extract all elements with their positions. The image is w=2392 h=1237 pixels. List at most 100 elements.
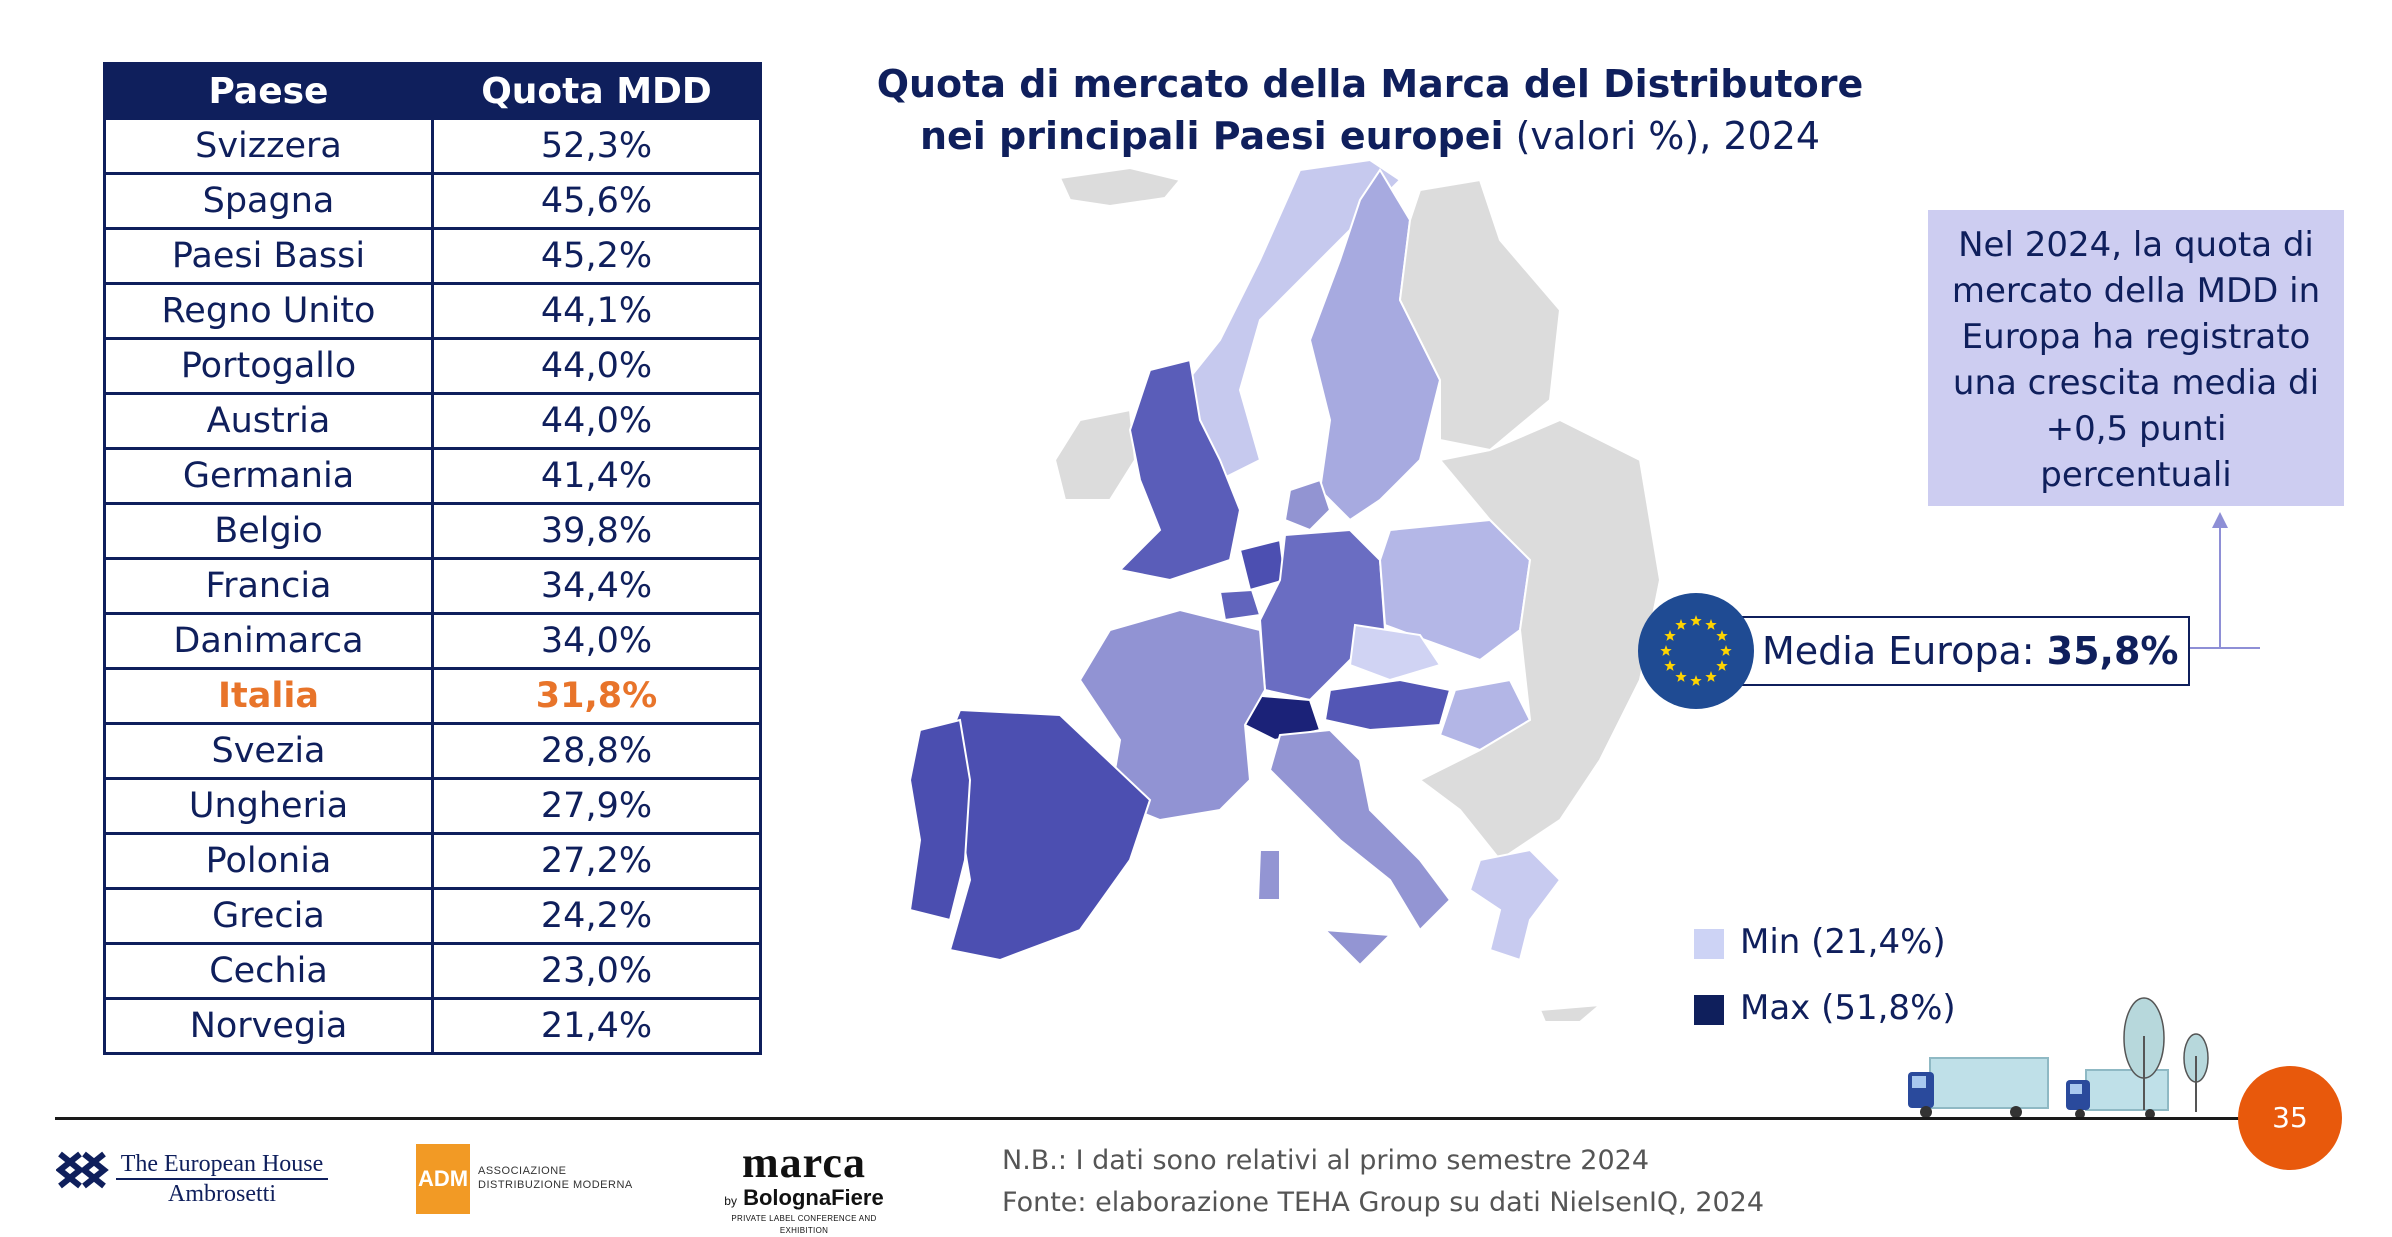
table-header-row: Paese Quota MDD [103,62,762,120]
share-cell: 41,4% [431,447,762,505]
share-cell: 27,2% [431,832,762,890]
share-cell: 52,3% [431,117,762,175]
marca-tagline: PRIVATE LABEL CONFERENCE AND EXHIBITION [731,1214,877,1235]
table-row: Francia 34,4% [103,557,762,615]
legend-max-label: Max (51,8%) [1740,988,1956,1028]
legend-max-swatch [1694,994,1724,1025]
map-belgium [1218,588,1262,622]
country-cell: Polonia [103,832,434,890]
table-row: Grecia 24,2% [103,887,762,945]
country-cell: Cechia [103,942,434,1000]
page-number: 35 [2238,1066,2342,1170]
map-crete [1538,1003,1604,1023]
map-italy [1268,728,1452,932]
share-cell: 24,2% [431,887,762,945]
eu-star-icon [1716,660,1728,671]
eu-star-icon [1664,660,1676,671]
share-cell: 39,8% [431,502,762,560]
map-germany [1258,528,1387,702]
map-greece [1468,848,1562,962]
footnote-note: N.B.: I dati sono relativi al primo seme… [1002,1145,1650,1176]
share-cell: 34,0% [431,612,762,670]
table-body: Svizzera 52,3% Spagna 45,6% Paesi Bassi 45,2%… [103,117,762,1055]
legend-min-label: Min (21,4%) [1740,922,1946,962]
country-cell: Regno Unito [103,282,434,340]
share-cell: 28,8% [431,722,762,780]
share-cell: 44,1% [431,282,762,340]
country-cell: Portogallo [103,337,434,395]
legend-min-swatch [1694,928,1724,959]
europe-map [908,160,1662,1023]
eu-star-icon [1690,615,1702,626]
eu-flag-icon [1638,593,1754,709]
country-cell: Germania [103,447,434,505]
share-cell: 23,0% [431,942,762,1000]
europe-average-value: 35,8% [2046,629,2179,673]
eu-star-icon [1705,670,1717,682]
title-line-2-bold: nei principali Paesi europei [919,114,1504,158]
table-row: Austria 44,0% [103,392,762,450]
country-cell: Norvegia [103,997,434,1055]
footnote: N.B.: I dati sono relativi al primo seme… [1002,1140,1764,1224]
map-czechia [1348,623,1442,682]
share-cell: 44,0% [431,337,762,395]
teha-line-2: Ambrosetti [168,1181,276,1207]
teha-line-1: The European House [116,1150,328,1180]
share-cell: 45,2% [431,227,762,285]
adm-line-1: ASSOCIAZIONE [478,1165,567,1177]
marca-logo: marca by BolognaFiere PRIVATE LABEL CONF… [706,1140,902,1237]
country-cell: Grecia [103,887,434,945]
table-row: Paesi Bassi 45,2% [103,227,762,285]
title-line-2-rest: (valori %), 2024 [1503,114,1821,158]
adm-line-2: DISTRIBUZIONE MODERNA [478,1179,633,1191]
country-cell: Svizzera [103,117,434,175]
share-cell: 27,9% [431,777,762,835]
table-row: Cechia 23,0% [103,942,762,1000]
country-cell: Austria [103,392,434,450]
table-row: Spagna 45,6% [103,172,762,230]
legend-min: Min (21,4%) [1694,922,1946,962]
country-cell: Francia [103,557,434,615]
map-uk [1117,358,1242,582]
map-eastern-europe [1418,418,1662,862]
adm-logo-icon: ADM [416,1144,470,1214]
eu-star-icon [1690,675,1702,686]
title-line-1: Quota di mercato della Marca del Distrib… [876,62,1864,106]
growth-callout: Nel 2024, la quota di mercato della MDD … [1928,210,2344,506]
map-austria [1323,678,1452,732]
table-row: Regno Unito 44,1% [103,282,762,340]
table-row: Ungheria 27,9% [103,777,762,835]
teha-logo-icon [56,1151,109,1189]
share-cell: 31,8% [431,667,762,725]
europe-average-box: Media Europa: 35,8% [1700,616,2190,686]
table-row: Italia 31,8% [103,667,762,725]
eu-star-icon [1675,619,1687,630]
marca-word: marca [742,1138,866,1187]
share-cell: 45,6% [431,172,762,230]
callout-arrow [2188,512,2260,649]
country-cell: Paesi Bassi [103,227,434,285]
eu-star-icon [1705,619,1717,630]
eu-star-icon [1720,645,1732,656]
table-row: Germania 41,4% [103,447,762,505]
europe-average-label: Media Europa: [1762,629,2047,673]
table-row: Polonia 27,2% [103,832,762,890]
share-cell: 34,4% [431,557,762,615]
share-cell: 21,4% [431,997,762,1055]
map-france [1078,608,1267,822]
table-row: Norvegia 21,4% [103,997,762,1055]
map-iceland [1058,166,1182,208]
country-cell: Ungheria [103,777,434,835]
eu-star-icon [1664,630,1676,641]
eu-star-icon [1660,645,1672,656]
share-cell: 44,0% [431,392,762,450]
country-cell: Svezia [103,722,434,780]
country-cell: Italia [103,667,434,725]
table-row: Svezia 28,8% [103,722,762,780]
eu-star-icon [1716,630,1728,641]
trucks-illustration-icon [1908,997,2209,1119]
map-sicily [1322,928,1393,967]
marca-sub: BolognaFiere [743,1185,884,1210]
eu-star-icon [1675,670,1687,682]
country-cell: Spagna [103,172,434,230]
